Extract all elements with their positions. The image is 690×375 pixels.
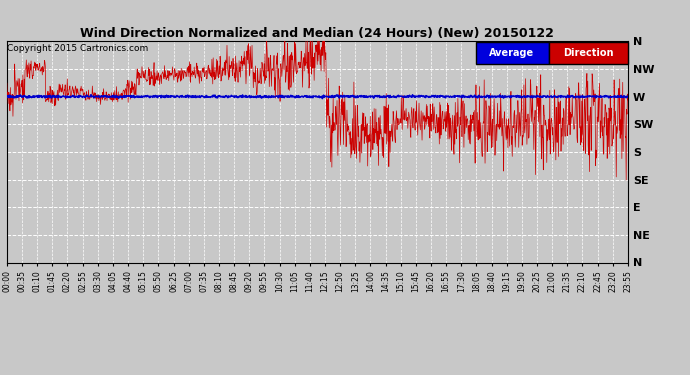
Text: Copyright 2015 Cartronics.com: Copyright 2015 Cartronics.com bbox=[7, 44, 148, 52]
Text: Average: Average bbox=[489, 48, 535, 58]
Text: Direction: Direction bbox=[562, 48, 613, 58]
Title: Wind Direction Normalized and Median (24 Hours) (New) 20150122: Wind Direction Normalized and Median (24… bbox=[81, 27, 554, 40]
